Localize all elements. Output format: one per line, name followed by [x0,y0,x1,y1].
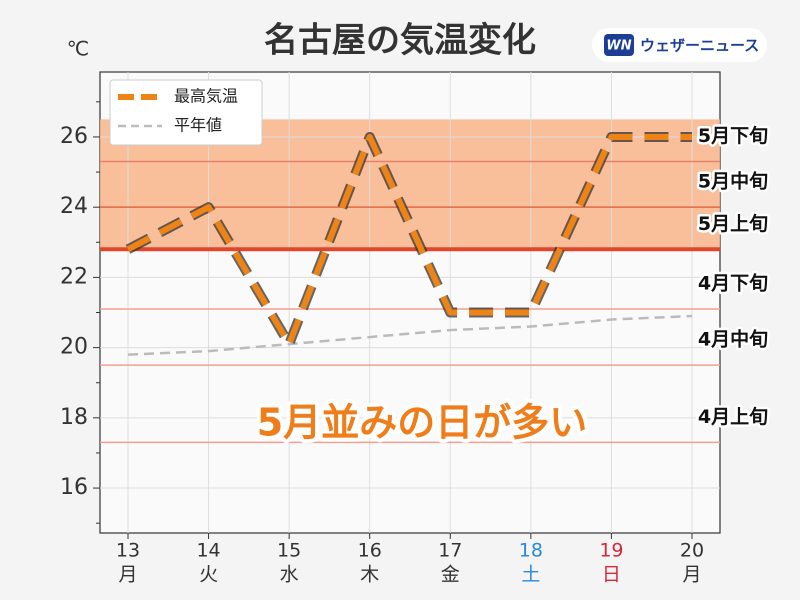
x-weekday-label: 火 [199,564,218,586]
reference-label: 5月上旬 [698,212,768,235]
x-weekday-label: 月 [682,564,701,586]
y-tick-label: 20 [60,335,88,360]
x-tick-label: 18 [519,540,543,562]
reference-label: 5月下旬 [698,124,768,147]
legend-label: 平年値 [174,116,222,135]
plot: 16182022242613月14火15水16木17金18土19日20月最高気温… [60,71,721,586]
reference-label: 4月下旬 [698,271,768,294]
line [127,314,693,356]
x-tick-label: 14 [196,540,220,562]
x-tick-label: 16 [358,540,382,562]
y-tick-label: 16 [60,475,88,500]
x-tick-label: 19 [599,540,623,562]
chart-title: 名古屋の気温変化 [264,21,536,61]
annotation: 5月並みの日が多い [257,401,587,445]
x-tick-label: 13 [116,540,140,562]
x-weekday-label: 月 [118,564,137,586]
y-tick-label: 18 [60,405,88,430]
x-tick-label: 20 [680,540,704,562]
x-weekday-label: 水 [280,564,299,586]
brand-name: ウェザーニュース [640,37,759,55]
y-tick-label: 24 [60,194,88,219]
y-tick-label: 26 [60,124,88,149]
x-tick-label: 17 [438,540,462,562]
x-weekday-label: 金 [441,564,460,586]
reference-label: 4月中旬 [698,328,768,351]
reference-label: 4月上旬 [698,405,768,428]
brand-badge [592,28,767,62]
x-weekday-label: 木 [360,564,379,586]
line [126,133,692,348]
reference-label: 5月中旬 [698,170,768,193]
brand-mark: WN [606,39,631,54]
x-weekday-label: 日 [602,564,621,586]
brand-logo [604,34,634,56]
x-tick-label: 15 [277,540,301,562]
y-tick-label: 22 [60,264,88,289]
y-unit: ℃ [67,37,89,61]
legend-label: 最高気温 [174,87,238,106]
x-weekday-label: 土 [521,564,540,586]
